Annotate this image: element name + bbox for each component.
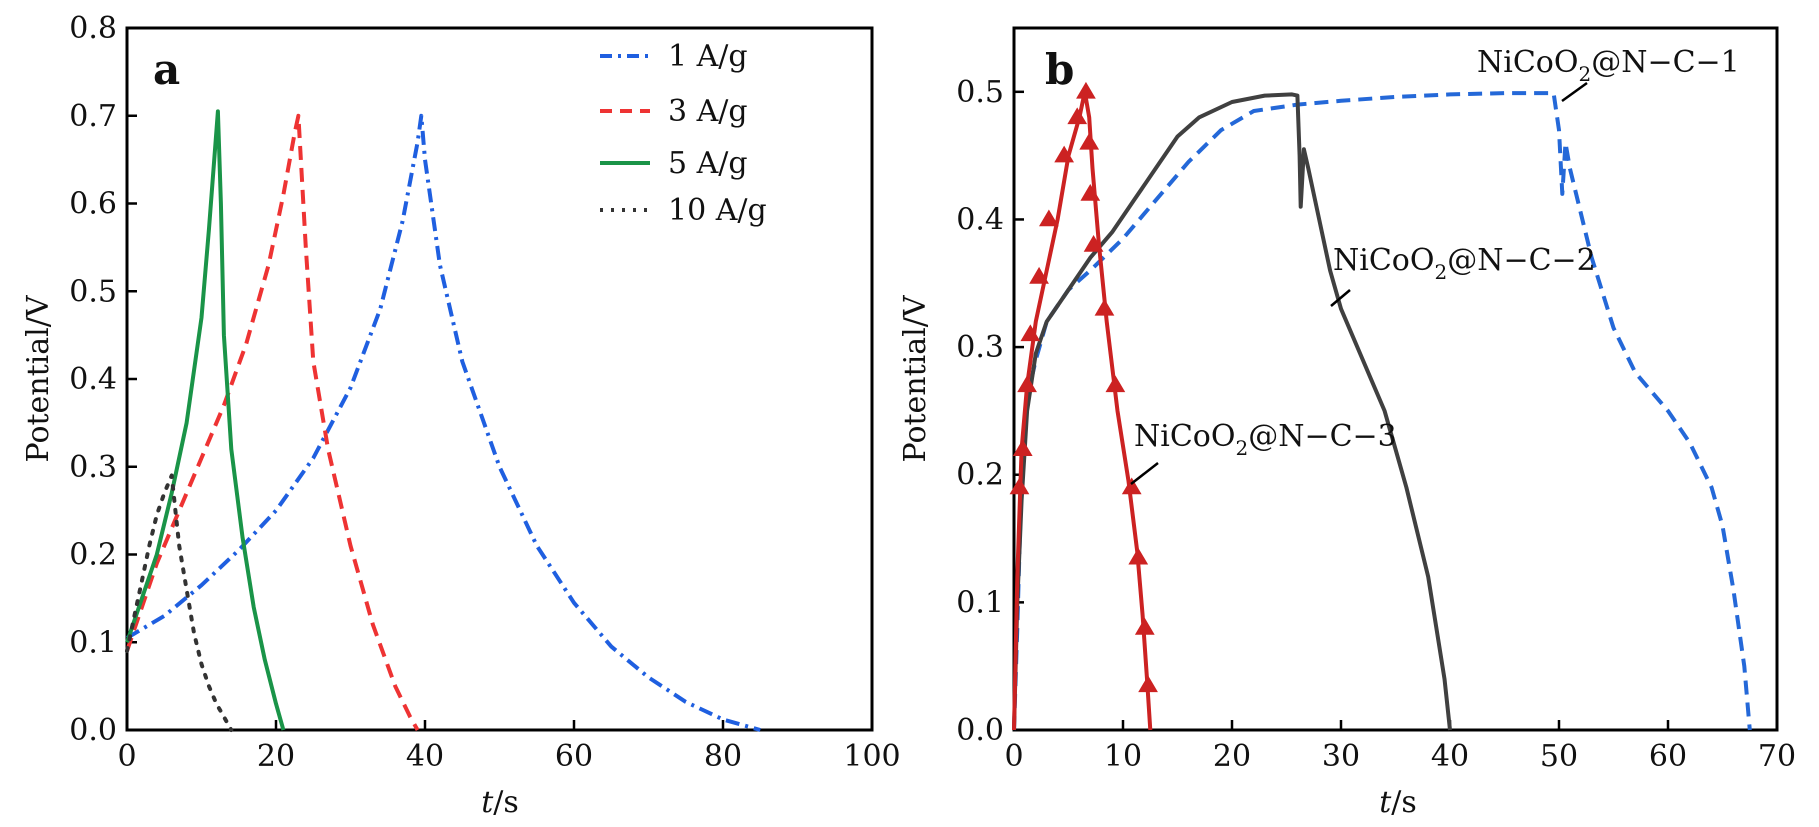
panel-b-series-marker (1134, 617, 1155, 635)
annotation-nc2-suffix: @N−C−2 (1447, 243, 1596, 278)
panel-b-series-marker (1029, 266, 1049, 284)
panel-b-frame (1012, 26, 1779, 732)
panel-a-xlabel: t/s (481, 785, 519, 820)
legend-label-3a: 3 A/g (668, 94, 748, 129)
legend-label-1a: 1 A/g (668, 39, 748, 74)
panel-b-series-marker (1039, 209, 1059, 227)
annotation-nc1-sub: 2 (1578, 62, 1591, 86)
panel-a-xtick-label: 100 (843, 739, 900, 774)
panel-b-series-marker (1121, 477, 1142, 495)
annotation-nc2-leader (1330, 289, 1351, 307)
panel-b-series-line-2 (1012, 92, 1452, 731)
panel-b-series-group (1009, 81, 1752, 731)
panel-b-ytick-label: 0.2 (956, 458, 1004, 493)
panel-a-legend: 1 A/g 3 A/g 5 A/g 10 A/g (600, 39, 767, 228)
panel-a-xtick-label: 80 (704, 739, 742, 774)
panel-b-xtick-label: 0 (1004, 739, 1023, 774)
panel-a-xtick-label: 40 (406, 739, 444, 774)
panel-a-series-line-3 (125, 109, 286, 731)
panel-a-ylabel: Potential/V (21, 294, 56, 462)
panel-b-letter: b (1045, 45, 1074, 94)
panel-b-series-marker (1079, 132, 1100, 150)
panel-b-xlabel: t/s (1379, 785, 1417, 820)
panel-b-series-marker (1012, 439, 1033, 456)
panel-b-series-line-3 (1012, 89, 1153, 731)
panel-b-series-marker (1009, 477, 1030, 495)
panel-a-ytick-label: 0.7 (69, 99, 117, 134)
panel-a-xlabel-t: t (481, 785, 494, 820)
panel-b-series-marker (1105, 375, 1126, 393)
panel-a-series-line-2 (125, 113, 420, 731)
panel-a-ytick-label: 0.6 (69, 187, 117, 222)
panel-b-series-marker (1020, 324, 1041, 342)
panel-a-ticks: 0 20 40 60 80 100 0.0 0.1 0.2 0.3 0.4 0.5 0.6 0.7 0.8 (69, 11, 900, 774)
panel-a-ytick-label: 0.0 (69, 713, 117, 748)
panel-a-letter: a (153, 45, 180, 94)
panel-a-ytick-label: 0.3 (69, 450, 117, 485)
panel-b-ytick-label: 0.4 (956, 202, 1004, 237)
panel-a-ytick-label: 0.8 (69, 11, 117, 46)
panel-a-xtick-label: 20 (257, 739, 295, 774)
panel-b: 0 10 20 30 40 50 60 70 0.0 0.1 0.2 0.3 0.4 0.5 b NiCo… (898, 26, 1796, 820)
panel-a-xlabel-unit: /s (493, 785, 519, 820)
panel-b-series-marker (1067, 107, 1088, 125)
panel-b-xtick-label: 50 (1540, 739, 1578, 774)
panel-b-series-marker (1128, 547, 1149, 565)
annotation-nc2-prefix: NiCoO (1333, 243, 1434, 278)
panel-b-ytick-label: 0.3 (956, 330, 1004, 365)
annotation-nc1-suffix: @N−C−1 (1591, 45, 1740, 80)
annotation-nc1-leader (1561, 81, 1588, 103)
panel-b-xtick-label: 60 (1649, 739, 1687, 774)
annotation-nc1-label: NiCoO2@N−C−1 (1477, 45, 1740, 86)
panel-b-series-marker (1138, 675, 1158, 693)
panel-a-ytick-label: 0.5 (69, 274, 117, 309)
panel-b-series-marker (1054, 145, 1075, 163)
panel-b-xtick-label: 10 (1104, 739, 1142, 774)
legend-label-10a: 10 A/g (668, 193, 767, 228)
panel-b-series-marker (1017, 375, 1037, 393)
panel-a-ytick-label: 0.2 (69, 538, 117, 573)
panel-b-xlabel-unit: /s (1391, 785, 1417, 820)
panel-a-ytick-label: 0.4 (69, 362, 117, 397)
panel-a-frame (125, 26, 874, 732)
panel-b-series-marker (1083, 234, 1104, 252)
panel-b-ytick-label: 0.0 (956, 713, 1004, 748)
annotation-nc2: NiCoO2@N−C−2 (1330, 243, 1596, 307)
annotation-nc2-sub: 2 (1434, 260, 1447, 284)
annotation-nc2-label: NiCoO2@N−C−2 (1333, 243, 1596, 284)
annotation-nc3-leader (1130, 462, 1159, 485)
panel-b-series-marker (1076, 81, 1096, 99)
panel-a-ytick-label: 0.1 (69, 625, 117, 660)
panel-a-xtick-label: 60 (555, 739, 593, 774)
annotation-nc3-suffix: @N−C−3 (1248, 419, 1397, 454)
annotation-nc3: NiCoO2@N−C−3 (1130, 419, 1397, 485)
annotation-nc3-sub: 2 (1235, 436, 1248, 460)
panel-b-ticks: 0 10 20 30 40 50 60 70 0.0 0.1 0.2 0.3 0.4 0.5 (956, 75, 1796, 774)
panel-b-xtick-label: 20 (1213, 739, 1251, 774)
panel-a-xtick-label: 0 (117, 739, 136, 774)
annotation-nc3-label: NiCoO2@N−C−3 (1134, 419, 1397, 460)
panel-b-series-marker (1094, 298, 1115, 316)
annotation-nc3-prefix: NiCoO (1134, 419, 1235, 454)
panel-b-series-marker (1080, 183, 1101, 201)
panel-b-xtick-label: 30 (1322, 739, 1360, 774)
panel-b-xlabel-t: t (1379, 785, 1392, 820)
panel-b-xtick-label: 40 (1431, 739, 1469, 774)
legend-label-5a: 5 A/g (668, 146, 748, 181)
panel-b-ylabel: Potential/V (898, 294, 933, 462)
annotation-nc1-prefix: NiCoO (1477, 45, 1578, 80)
panel-a-series-line-1 (125, 113, 761, 732)
panel-b-ytick-label: 0.1 (956, 585, 1004, 620)
panel-a: 0 20 40 60 80 1000.00.10.20.30.40.50.60.70.8 … (21, 11, 901, 820)
panel-b-ytick-label: 0.5 (956, 75, 1004, 110)
panel-a-series-group (125, 109, 761, 732)
annotation-nc1: NiCoO2@N−C−1 (1477, 45, 1740, 103)
panel-b-xtick-label: 70 (1758, 739, 1796, 774)
